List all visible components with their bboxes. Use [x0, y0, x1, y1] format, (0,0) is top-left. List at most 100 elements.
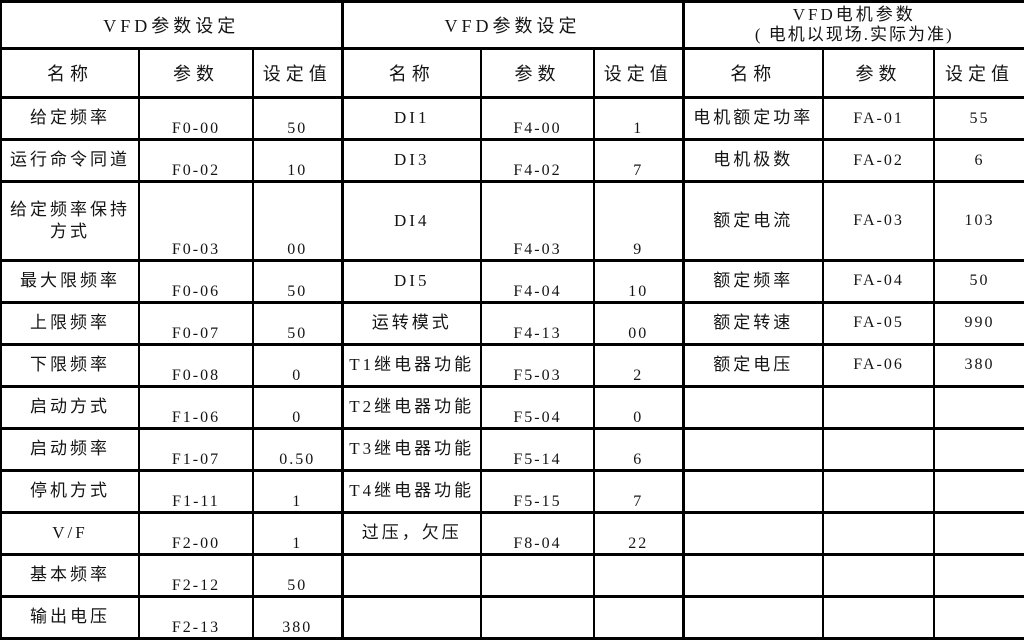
cell-name: 下限频率: [0, 342, 140, 388]
col-header-param-2: 参数: [480, 47, 595, 99]
cell-value: 00: [252, 180, 343, 262]
cell-name: [340, 594, 482, 640]
cell-value: 50: [252, 300, 343, 346]
cell-name: 过压，欠压: [340, 510, 482, 556]
table-row: 启动方式 F1-06 0 T2继电器功能 F5-04 0: [0, 384, 1024, 430]
cell-value: [933, 384, 1024, 430]
cell-value: 380: [252, 594, 343, 640]
cell-value: 10: [252, 138, 343, 183]
cell-name: DI5: [340, 258, 482, 304]
cell-param: F4-00: [480, 96, 595, 141]
cell-value: 22: [592, 510, 685, 556]
table-row: 下限频率 F0-08 0 T1继电器功能 F5-03 2 额定电压 FA-06 380: [0, 342, 1024, 388]
section3-title-line1: VFD电机参数: [792, 4, 916, 24]
cell-name: 额定转速: [681, 300, 825, 346]
col-header-name-1: 名称: [0, 47, 140, 99]
cell-param: [822, 510, 936, 556]
table-body: 给定频率 F0-00 50 DI1 F4-00 1 电机额定功率 FA-01 55 运行命令同道 F…: [0, 96, 1024, 640]
cell-param: F1-07: [138, 426, 254, 472]
cell-param: F5-15: [480, 468, 595, 514]
cell-name: DI1: [340, 96, 482, 141]
cell-name: [681, 468, 825, 514]
cell-param: FA-04: [822, 258, 936, 304]
cell-name: DI3: [340, 138, 482, 183]
col-header-value-3: 设定值: [933, 47, 1024, 99]
cell-param: F1-11: [138, 468, 254, 514]
col-header-value-2: 设定值: [592, 47, 685, 99]
cell-value: 50: [252, 96, 343, 141]
cell-param: F2-12: [138, 552, 254, 598]
cell-value: 10: [592, 258, 685, 304]
cell-param: [822, 384, 936, 430]
table-row: 停机方式 F1-11 1 T4继电器功能 F5-15 7: [0, 468, 1024, 514]
cell-name: [340, 552, 482, 598]
cell-name: [681, 510, 825, 556]
cell-param: F0-08: [138, 342, 254, 388]
section1-title: VFD参数设定: [0, 0, 343, 50]
cell-name: [681, 594, 825, 640]
col-header-name-3: 名称: [681, 47, 825, 99]
section-title-row: VFD参数设定 VFD参数设定 VFD电机参数 ( 电机以现场.实际为准): [0, 0, 1024, 50]
cell-param: F5-14: [480, 426, 595, 472]
cell-param: FA-06: [822, 342, 936, 388]
cell-param: [480, 594, 595, 640]
cell-param: F8-04: [480, 510, 595, 556]
col-header-param-1: 参数: [138, 47, 254, 99]
cell-param: [480, 552, 595, 598]
cell-value: 1: [252, 468, 343, 514]
cell-param: [822, 468, 936, 514]
column-header-row: 名称 参数 设定值 名称 参数 设定值 名称 参数 设定值: [0, 47, 1024, 99]
cell-param: FA-05: [822, 300, 936, 346]
cell-value: 6: [592, 426, 685, 472]
cell-value: 0: [252, 342, 343, 388]
cell-param: F2-00: [138, 510, 254, 556]
cell-name: T4继电器功能: [340, 468, 482, 514]
cell-value: 50: [933, 258, 1024, 304]
cell-value: 9: [592, 180, 685, 262]
cell-name: 额定频率: [681, 258, 825, 304]
cell-name: 额定电压: [681, 342, 825, 388]
cell-value: 7: [592, 468, 685, 514]
cell-value: 380: [933, 342, 1024, 388]
cell-param: F4-03: [480, 180, 595, 262]
cell-param: F0-00: [138, 96, 254, 141]
cell-param: FA-02: [822, 138, 936, 183]
cell-name: 输出电压: [0, 594, 140, 640]
cell-value: [933, 468, 1024, 514]
cell-value: 50: [252, 552, 343, 598]
section2-title: VFD参数设定: [340, 0, 685, 50]
cell-param: F4-02: [480, 138, 595, 183]
cell-value: 7: [592, 138, 685, 183]
table-row: 输出电压 F2-13 380: [0, 594, 1024, 640]
cell-param: [822, 594, 936, 640]
cell-value: 1: [592, 96, 685, 141]
cell-param: F0-07: [138, 300, 254, 346]
cell-value: [933, 426, 1024, 472]
cell-value: [592, 552, 685, 598]
cell-name: 给定频率: [0, 96, 140, 141]
cell-value: 103: [933, 180, 1024, 262]
cell-param: F1-06: [138, 384, 254, 430]
cell-param: F5-04: [480, 384, 595, 430]
cell-param: F5-03: [480, 342, 595, 388]
cell-param: F4-04: [480, 258, 595, 304]
cell-name: DI4: [340, 180, 482, 262]
cell-name: 电机极数: [681, 138, 825, 183]
table-row: 最大限频率 F0-06 50 DI5 F4-04 10 额定频率 FA-04 50: [0, 258, 1024, 304]
cell-name: V/F: [0, 510, 140, 556]
cell-name: [681, 384, 825, 430]
cell-value: 1: [252, 510, 343, 556]
cell-param: FA-03: [822, 180, 936, 262]
cell-name: 基本频率: [0, 552, 140, 598]
cell-param: F0-03: [138, 180, 254, 262]
table-row: 上限频率 F0-07 50 运转模式 F4-13 00 额定转速 FA-05 990: [0, 300, 1024, 346]
cell-name: 上限频率: [0, 300, 140, 346]
cell-name: 运转模式: [340, 300, 482, 346]
section3-title-line2: ( 电机以现场.实际为准): [754, 25, 954, 44]
table-row: 运行命令同道 F0-02 10 DI3 F4-02 7 电机极数 FA-02 6: [0, 138, 1024, 183]
cell-name: T2继电器功能: [340, 384, 482, 430]
table-row: 启动频率 F1-07 0.50 T3继电器功能 F5-14 6: [0, 426, 1024, 472]
cell-param: [822, 426, 936, 472]
